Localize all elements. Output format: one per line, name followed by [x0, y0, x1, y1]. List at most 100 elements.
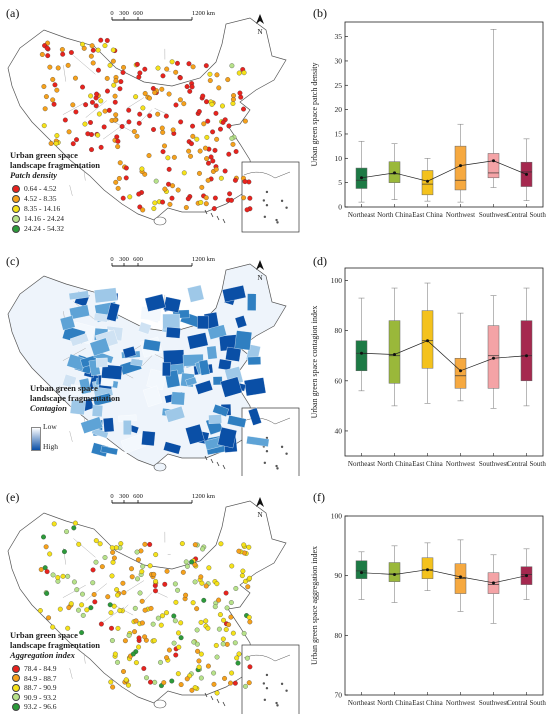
mean-point — [393, 352, 396, 356]
map-e-province-line — [69, 668, 73, 679]
map-e-city-dot — [112, 651, 118, 657]
x-tick-label: Northwest — [446, 211, 475, 219]
map-a-city-dot — [65, 62, 71, 68]
box-northeast — [355, 560, 368, 579]
map-e-city-dot — [155, 615, 161, 621]
map-a-city-dot — [159, 86, 165, 92]
map-a-city-dot — [110, 58, 116, 64]
map-a-city-dot — [199, 184, 205, 190]
map-c-inset-island — [265, 450, 269, 453]
map-a-city-dot — [184, 84, 190, 90]
map-e-inset-island — [263, 698, 267, 702]
legend-label: 78.4 - 84.9 — [24, 664, 57, 673]
map-e-province-line — [83, 653, 86, 664]
map-a-city-dot — [241, 195, 247, 201]
map-c-region — [218, 358, 232, 371]
map-a-city-dot — [218, 126, 223, 132]
map-a-province-line — [73, 55, 96, 75]
map-a-city-dot — [196, 170, 202, 176]
map-a-city-dot — [204, 156, 210, 162]
map-a-legend-item: 4.52 - 8.35 — [12, 194, 57, 203]
map-e-city-dot — [133, 618, 139, 624]
map-c-region — [106, 302, 120, 322]
map-a-city-dot — [212, 195, 218, 201]
map-a: 0 300 600 1200 km N — [7, 10, 300, 233]
map-a-city-dot — [95, 67, 101, 73]
panel-label-f: (f) — [313, 490, 325, 504]
map-e-legend-item: 78.4 - 84.9 — [12, 664, 57, 673]
map-a-city-dot — [60, 51, 66, 57]
map-a-city-dot — [137, 70, 143, 76]
y-tick-label: 80 — [335, 631, 343, 640]
map-a-city-dot — [230, 96, 236, 102]
map-a-city-dot — [213, 166, 219, 172]
map-e-city-dot — [60, 573, 66, 579]
map-a-city-dot — [164, 66, 170, 72]
mean-point — [459, 575, 462, 579]
map-c-region — [92, 392, 112, 407]
map-e-city-dot — [115, 625, 121, 631]
map-c-title-line1: Urban green space — [30, 383, 98, 393]
map-a-city-dot — [177, 75, 183, 81]
map-a-city-dot — [190, 123, 196, 129]
map-a-city-dot — [227, 191, 233, 197]
map-a-city-dot — [93, 103, 99, 109]
map-a-city-dot — [88, 93, 94, 99]
legend-label: 8.35 - 14.16 — [24, 204, 61, 213]
map-a-city-dot — [123, 175, 129, 181]
map-e-city-dot — [213, 642, 219, 648]
map-e-city-dot — [148, 605, 154, 611]
map-e-city-dot — [224, 641, 230, 647]
map-e-city-dot — [183, 559, 189, 565]
map-a-province-line — [69, 185, 73, 196]
map-e-city-dot — [110, 549, 116, 555]
map-e-title-line1: Urban green space — [10, 630, 78, 640]
map-a-city-dot — [169, 59, 175, 65]
mean-point — [459, 164, 462, 168]
map-a-city-dot — [39, 52, 45, 57]
map-e-city-dot — [51, 521, 57, 527]
map-e-city-dot — [147, 679, 153, 685]
map-e-city-dot — [117, 608, 123, 613]
map-e-city-dot — [90, 567, 96, 573]
map-e-city-dot — [55, 575, 61, 580]
map-c-region — [187, 284, 205, 303]
map-a-city-dot — [98, 98, 104, 104]
map-a-scale-label: 300 — [119, 10, 129, 17]
map-a-city-dot — [166, 166, 172, 172]
map-a-city-dot — [241, 70, 247, 76]
map-c-scale-label: 0 — [110, 256, 113, 263]
map-a-legend-item: 14.16 - 24.24 — [12, 214, 64, 223]
map-a-city-dot — [45, 53, 51, 59]
map-a-city-dot — [187, 88, 193, 94]
map-c-region — [222, 285, 247, 303]
map-a-city-dot — [59, 47, 65, 52]
map-a-legend-item: 0.64 - 4.52 — [12, 184, 57, 193]
map-c-region — [103, 417, 115, 433]
map-e-city-dot — [228, 680, 233, 686]
map-e-city-dot — [247, 619, 253, 625]
map-e-city-dot — [247, 575, 252, 581]
map-e-city-dot — [205, 663, 211, 669]
y-tick-label: 80 — [335, 326, 343, 335]
map-c-sea-dash — [222, 464, 226, 470]
map-c-region — [95, 357, 108, 368]
map-e-city-dot — [244, 655, 250, 661]
map-e-city-dot — [136, 557, 141, 563]
map-a-city-dot — [90, 47, 96, 53]
map-a-city-dot — [146, 153, 152, 159]
map-a-city-dot — [73, 75, 78, 81]
map-e-city-dot — [245, 584, 251, 590]
map-e-title: Urban green space landscape fragmentatio… — [10, 630, 100, 660]
map-c-region — [185, 423, 205, 445]
map-a-city-dot — [62, 117, 68, 123]
map-e-city-dot — [200, 546, 206, 552]
map-a-city-dot — [127, 194, 133, 200]
map-c-scale-label: 600 — [133, 256, 143, 263]
map-e-city-dot — [203, 618, 209, 624]
map-a-city-dot — [47, 64, 53, 70]
map-a-province-line — [154, 108, 168, 115]
map-a-city-dot — [53, 140, 59, 146]
map-a-city-dot — [178, 119, 184, 125]
map-c-region — [162, 362, 171, 377]
